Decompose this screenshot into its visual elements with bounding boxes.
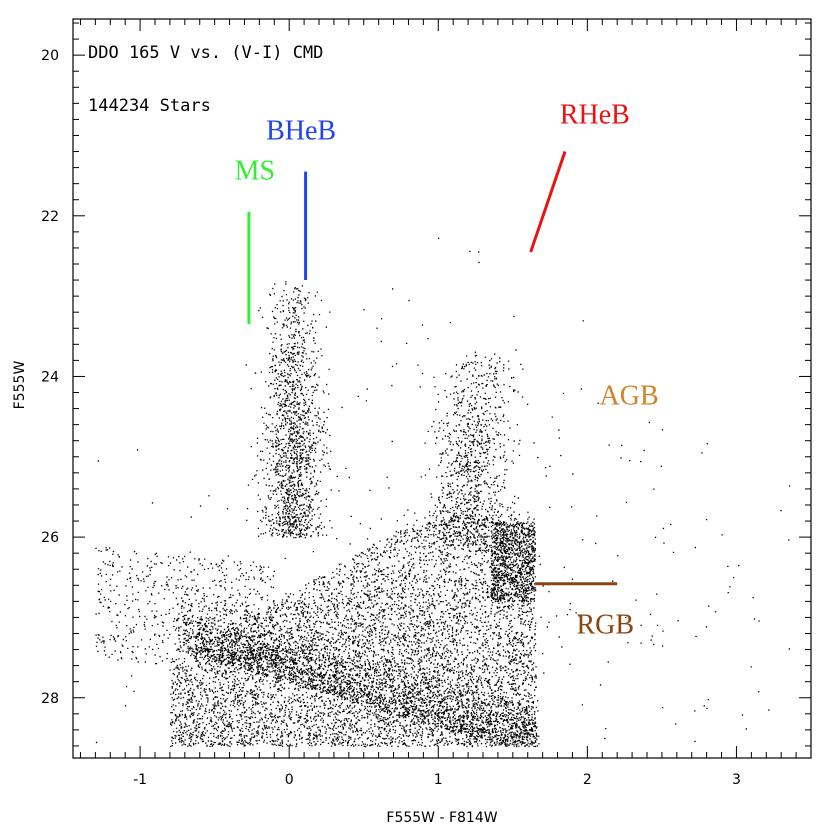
- feature-label-rheb: RHeB: [560, 99, 630, 130]
- x-tick-label: 3: [732, 772, 741, 788]
- star-points: [95, 237, 791, 748]
- feature-label-agb: AGB: [600, 381, 659, 412]
- chart-title: DDO 165 V vs. (V-I) CMD: [88, 43, 323, 63]
- x-axis-ticks: -1 0 1 2 3: [79, 19, 812, 788]
- x-tick-label: -1: [133, 772, 147, 788]
- y-tick-label: 28: [41, 691, 59, 707]
- y-tick-label: 20: [41, 48, 59, 64]
- y-tick-label: 22: [41, 209, 59, 225]
- y-tick-label: 24: [41, 369, 59, 385]
- star-points-path: [95, 237, 791, 748]
- feature-label-ms: MS: [235, 156, 275, 187]
- x-tick-label: 0: [285, 772, 294, 788]
- x-tick-label: 2: [583, 772, 592, 788]
- feature-label-bheb: BHeB: [266, 115, 336, 146]
- x-axis-label: F555W - F814W: [386, 810, 497, 826]
- feature-annotations: MS BHeB RHeB AGB RGB: [235, 99, 659, 640]
- feature-marker-rheb: [529, 151, 567, 253]
- y-tick-label: 26: [41, 530, 59, 546]
- y-axis-label: F555W: [12, 361, 28, 410]
- star-count: 144234 Stars: [88, 96, 211, 116]
- y-axis-ticks: 20 22 24 26 28: [41, 22, 811, 747]
- feature-label-rgb: RGB: [576, 609, 634, 640]
- plot-frame: [72, 18, 812, 759]
- x-tick-label: 1: [434, 772, 443, 788]
